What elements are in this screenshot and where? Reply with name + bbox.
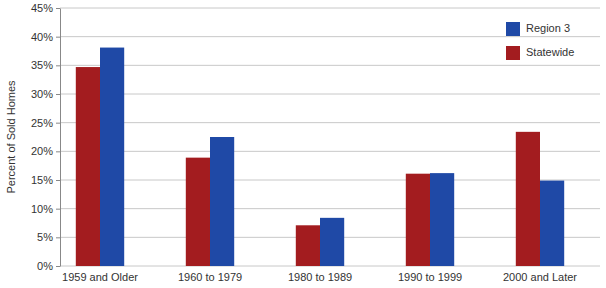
x-tick-label: 1960 to 1979 [178, 271, 242, 283]
bar [76, 67, 100, 266]
y-tick-label: 10% [31, 203, 53, 215]
legend-label: Statewide [526, 46, 574, 58]
y-tick: 20% [31, 145, 60, 157]
y-tick: 10% [31, 203, 60, 215]
x-tick: 1980 to 1989 [288, 271, 352, 283]
y-tick-label: 40% [31, 31, 53, 43]
bar [406, 174, 430, 266]
y-tick-mark [56, 123, 60, 124]
y-tick-mark [56, 8, 60, 9]
y-tick-mark [56, 237, 60, 238]
y-tick-label: 0% [37, 260, 53, 272]
legend-label: Region 3 [526, 22, 570, 34]
y-tick-mark [56, 37, 60, 38]
y-tick-label: 15% [31, 174, 53, 186]
bar [296, 225, 320, 266]
x-tick-label: 1959 and Older [62, 271, 138, 283]
bar [100, 48, 124, 266]
y-tick: 45% [31, 2, 60, 14]
y-axis: 0% 5% 10% 15% 20% 25% 30% 35% 40% 45% [31, 2, 61, 272]
x-tick: 1959 and Older [62, 271, 138, 283]
x-tick: 1990 to 1999 [398, 271, 462, 283]
x-tick-label: 1980 to 1989 [288, 271, 352, 283]
x-tick: 2000 and Later [503, 271, 577, 283]
bar [186, 158, 210, 266]
y-axis-line [60, 9, 61, 267]
x-tick: 1960 to 1979 [178, 271, 242, 283]
x-tick-label: 2000 and Later [503, 271, 577, 283]
bar [320, 218, 344, 266]
y-tick-label: 25% [31, 117, 53, 129]
y-tick: 25% [31, 117, 60, 129]
x-axis: 1959 and Older 1960 to 1979 1980 to 1989 19… [62, 271, 577, 283]
y-tick: 15% [31, 174, 60, 186]
bar [210, 137, 234, 266]
y-tick: 35% [31, 59, 60, 71]
legend-swatch [506, 22, 520, 36]
y-tick-mark [56, 65, 60, 66]
y-tick-mark [56, 94, 60, 95]
grid-line [60, 65, 600, 66]
y-tick-mark [56, 151, 60, 152]
y-tick-mark [56, 266, 60, 267]
y-axis-title: Percent of Sold Homes [5, 80, 17, 194]
legend-swatch [506, 46, 520, 60]
chart: 0% 5% 10% 15% 20% 25% 30% 35% 40% 45% 1959 and Old… [0, 0, 606, 288]
grid-line [60, 94, 600, 95]
y-tick-label: 20% [31, 145, 53, 157]
y-tick-label: 35% [31, 59, 53, 71]
bar [540, 181, 564, 266]
y-tick-label: 45% [31, 2, 53, 14]
grid-line [60, 8, 600, 9]
y-tick-label: 5% [37, 231, 53, 243]
grid [60, 8, 600, 266]
grid-line [60, 122, 600, 123]
y-tick: 5% [37, 231, 60, 243]
y-tick-label: 30% [31, 88, 53, 100]
y-tick-mark [56, 180, 60, 181]
y-tick: 0% [37, 260, 60, 272]
y-tick-mark [56, 209, 60, 210]
y-tick: 40% [31, 31, 60, 43]
x-tick-label: 1990 to 1999 [398, 271, 462, 283]
grid-line [60, 36, 600, 37]
bar [516, 132, 540, 266]
legend: Region 3 Statewide [506, 22, 574, 60]
bar [430, 173, 454, 266]
y-tick: 30% [31, 88, 60, 100]
bars [76, 48, 564, 266]
